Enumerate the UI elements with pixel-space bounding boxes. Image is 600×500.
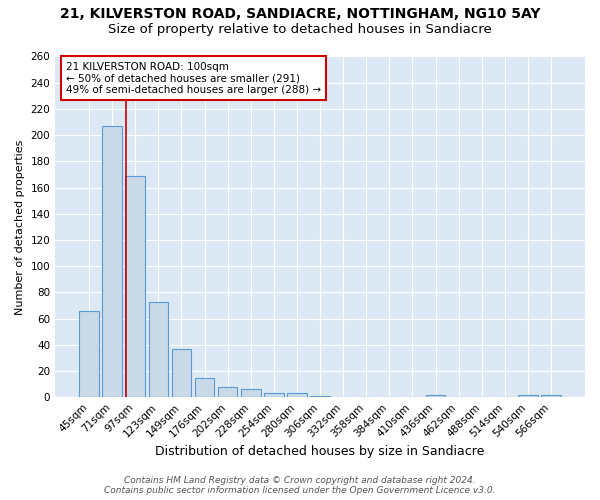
Bar bbox=[264, 394, 284, 397]
Text: 21, KILVERSTON ROAD, SANDIACRE, NOTTINGHAM, NG10 5AY: 21, KILVERSTON ROAD, SANDIACRE, NOTTINGH… bbox=[60, 8, 540, 22]
Text: Contains HM Land Registry data © Crown copyright and database right 2024.
Contai: Contains HM Land Registry data © Crown c… bbox=[104, 476, 496, 495]
Bar bbox=[125, 176, 145, 397]
Bar bbox=[79, 310, 99, 397]
Y-axis label: Number of detached properties: Number of detached properties bbox=[15, 139, 25, 314]
X-axis label: Distribution of detached houses by size in Sandiacre: Distribution of detached houses by size … bbox=[155, 444, 485, 458]
Bar bbox=[541, 394, 561, 397]
Bar bbox=[426, 394, 445, 397]
Bar bbox=[287, 394, 307, 397]
Bar bbox=[103, 126, 122, 397]
Text: 21 KILVERSTON ROAD: 100sqm
← 50% of detached houses are smaller (291)
49% of sem: 21 KILVERSTON ROAD: 100sqm ← 50% of deta… bbox=[66, 62, 321, 95]
Bar bbox=[218, 386, 238, 397]
Bar bbox=[241, 390, 260, 397]
Text: Size of property relative to detached houses in Sandiacre: Size of property relative to detached ho… bbox=[108, 22, 492, 36]
Bar bbox=[149, 302, 168, 397]
Bar bbox=[172, 348, 191, 397]
Bar bbox=[195, 378, 214, 397]
Bar bbox=[518, 394, 538, 397]
Bar bbox=[310, 396, 330, 397]
